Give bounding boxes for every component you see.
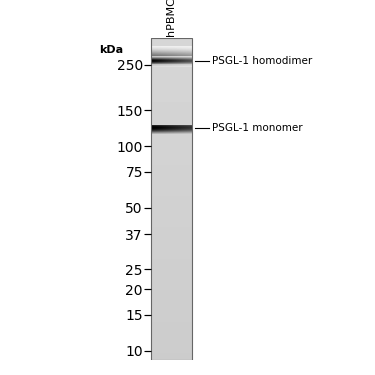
Text: PSGL-1 homodimer: PSGL-1 homodimer (212, 56, 312, 66)
Text: PSGL-1 monomer: PSGL-1 monomer (212, 123, 303, 132)
Bar (151, 38, 192, 360)
Text: kDa: kDa (99, 45, 123, 55)
Text: hPBMC: hPBMC (166, 0, 177, 36)
